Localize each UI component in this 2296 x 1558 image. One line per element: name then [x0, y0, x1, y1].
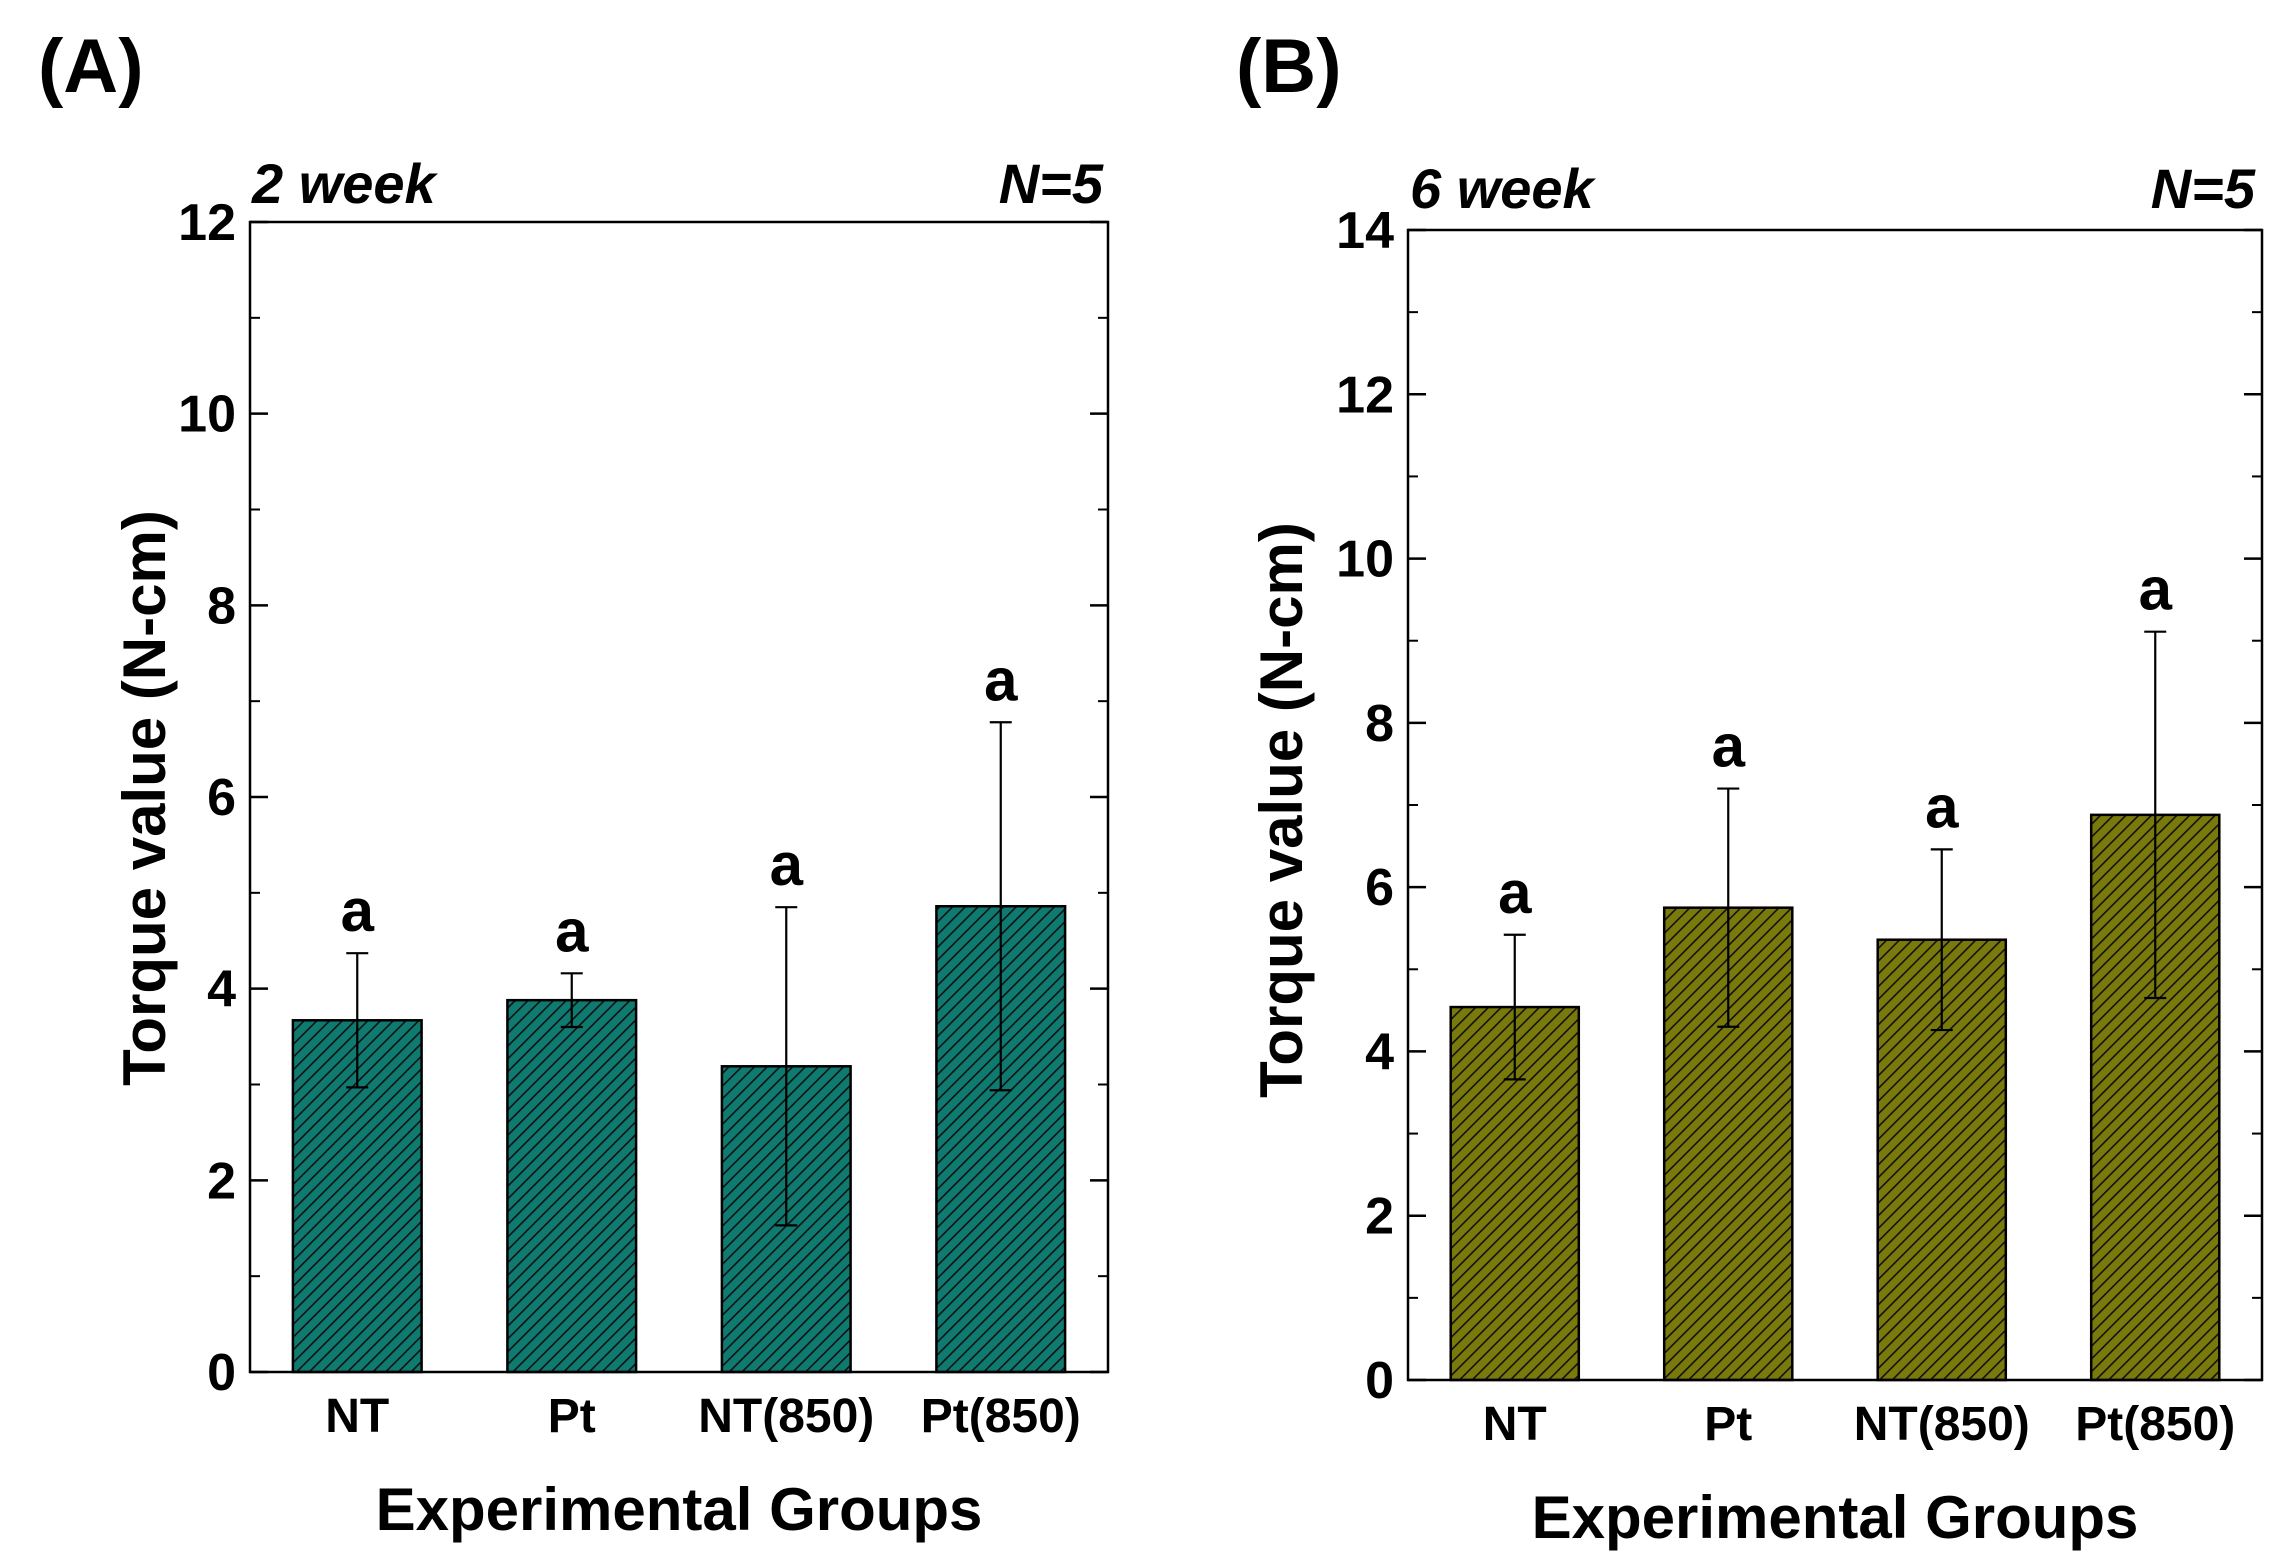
panel-a: (A) 2 week N=5 Torque value (N-cm) Exper…	[38, 24, 1110, 1543]
panel-a-x-tick-label-2: NT(850)	[698, 1390, 874, 1443]
panel-b-y-tick-label: 0	[1365, 1352, 1394, 1410]
panel-b-error-bar-2	[1930, 848, 1953, 1032]
panel-b-x-axis-title: Experimental Groups	[1532, 1484, 2139, 1551]
panel-a-error-bar-0	[346, 952, 369, 1089]
panel-b-x-tick-label-2: NT(850)	[1854, 1398, 2030, 1451]
panel-b-error-bar-1	[1717, 787, 1740, 1028]
panel-a-plot-area: a a a a 0 2 4 6 8 10 12 NT Pt NT(850) Pt(850)	[178, 194, 1110, 1443]
panel-a-error-bar-2	[775, 906, 798, 1227]
panel-b-y-tick-label: 10	[1336, 531, 1394, 589]
panel-a-y-tick-label: 6	[207, 769, 236, 827]
panel-b-significance-label-3: a	[2139, 556, 2173, 623]
panel-b-significance-label-1: a	[1712, 713, 1746, 780]
panel-b-significance-label-0: a	[1498, 859, 1532, 926]
panel-a-y-tick-label: 0	[207, 1344, 236, 1402]
panel-b-error-bar-3	[2144, 630, 2167, 1000]
panel-b-y-tick-label: 6	[1365, 859, 1394, 917]
panel-b-y-tick-label: 8	[1365, 695, 1394, 753]
panel-a-significance-label-1: a	[555, 897, 589, 964]
panel-b-label: (B)	[1236, 24, 1342, 109]
panel-a-error-bar-1	[560, 972, 583, 1029]
panel-a-bar-1	[506, 998, 638, 1374]
panel-a-significance-label-0: a	[341, 877, 375, 944]
panel-a-y-axis-title: Torque value (N-cm)	[111, 510, 178, 1086]
panel-a-error-bar-3	[989, 721, 1012, 1092]
panel-b-y-tick-label: 2	[1365, 1188, 1394, 1246]
panel-a-week-label: 2 week	[251, 152, 439, 215]
panel-a-y-tick-label: 2	[207, 1152, 236, 1210]
panel-a-x-tick-label-1: Pt	[548, 1390, 596, 1443]
panel-a-y-tick-label: 12	[178, 194, 236, 252]
panel-a-y-tick-label: 8	[207, 577, 236, 635]
panel-b-significance-label-2: a	[1925, 773, 1959, 840]
panel-a-y-tick-label: 4	[207, 961, 236, 1019]
panel-b-week-label: 6 week	[1410, 157, 1597, 220]
panel-a-label: (A)	[38, 24, 144, 109]
panel-a-significance-label-3: a	[984, 646, 1018, 713]
panel-a-x-tick-label-3: Pt(850)	[921, 1390, 1081, 1443]
panel-b-x-tick-label-3: Pt(850)	[2075, 1398, 2235, 1451]
panel-b-y-axis-title: Torque value (N-cm)	[1248, 522, 1315, 1098]
panel-b-sample-size: N=5	[2151, 157, 2256, 220]
panel-b-y-tick-label: 4	[1365, 1023, 1394, 1081]
panel-b-bar-1	[1662, 906, 1794, 1382]
panel-a-significance-label-2: a	[770, 831, 804, 898]
panel-b-x-tick-label-1: Pt	[1704, 1398, 1752, 1451]
panel-b: (B) 6 week N=5 Torque value (N-cm) Exper…	[1236, 24, 2264, 1551]
panel-b-x-tick-label-0: NT	[1483, 1398, 1547, 1451]
panel-a-sample-size: N=5	[999, 152, 1104, 215]
panel-a-y-tick-label: 10	[178, 386, 236, 444]
panel-a-x-tick-label-0: NT	[325, 1390, 389, 1443]
panel-b-y-tick-label: 14	[1336, 202, 1394, 260]
panel-b-y-tick-label: 12	[1336, 366, 1394, 424]
panel-a-x-axis-title: Experimental Groups	[376, 1476, 983, 1543]
panel-b-bar-2	[1876, 938, 2008, 1382]
panel-b-plot-area: a a a a 0 2 4 6 8 10 12 14 NT Pt NT(850) Pt(850)	[1336, 202, 2264, 1451]
panel-b-error-bar-0	[1503, 933, 1526, 1081]
